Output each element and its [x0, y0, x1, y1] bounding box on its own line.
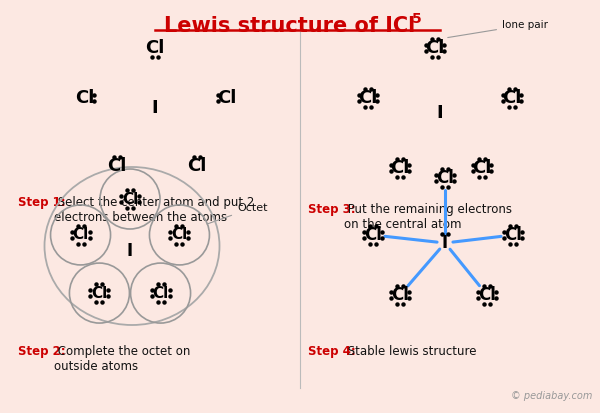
Text: Cl: Cl	[504, 226, 522, 244]
Text: Complete the octet on
outside atoms: Complete the octet on outside atoms	[54, 345, 190, 373]
Text: Cl: Cl	[76, 89, 95, 107]
Text: © pediabay.com: © pediabay.com	[511, 391, 592, 401]
Text: Step 3:: Step 3:	[308, 203, 356, 216]
Text: I: I	[442, 234, 448, 252]
Text: Cl: Cl	[502, 89, 521, 107]
Text: Cl: Cl	[358, 89, 377, 107]
Text: I: I	[437, 104, 443, 122]
Text: Step 2:: Step 2:	[18, 345, 65, 358]
Text: 5: 5	[412, 12, 422, 26]
Text: Cl: Cl	[217, 89, 236, 107]
Text: I: I	[152, 99, 158, 117]
Text: Cl: Cl	[152, 285, 169, 301]
Text: Cl: Cl	[122, 192, 138, 206]
Text: Cl: Cl	[145, 39, 164, 57]
Text: Stable lewis structure: Stable lewis structure	[344, 345, 476, 358]
Text: Lewis structure of ICl: Lewis structure of ICl	[164, 16, 416, 36]
Text: Cl: Cl	[187, 157, 206, 175]
Text: Cl: Cl	[172, 228, 188, 242]
Text: Cl: Cl	[364, 226, 382, 244]
Text: Octet: Octet	[207, 203, 268, 224]
Text: Cl: Cl	[391, 159, 410, 177]
Text: Cl: Cl	[478, 286, 496, 304]
Text: Cl: Cl	[391, 286, 409, 304]
Text: Cl: Cl	[472, 159, 491, 177]
Text: Step 1:: Step 1:	[18, 196, 65, 209]
Text: Step 4:: Step 4:	[308, 345, 356, 358]
Text: Cl: Cl	[107, 157, 127, 175]
Text: Cl: Cl	[73, 228, 89, 242]
Text: lone pair: lone pair	[448, 20, 548, 38]
Text: Cl: Cl	[425, 39, 445, 57]
Text: Select the center atom and put 2
electrons between the atoms: Select the center atom and put 2 electro…	[54, 196, 254, 224]
Text: Cl: Cl	[436, 169, 454, 187]
Text: I: I	[127, 242, 133, 260]
Text: Put the remaining electrons
on the central atom: Put the remaining electrons on the centr…	[344, 203, 512, 231]
Text: Cl: Cl	[91, 285, 107, 301]
